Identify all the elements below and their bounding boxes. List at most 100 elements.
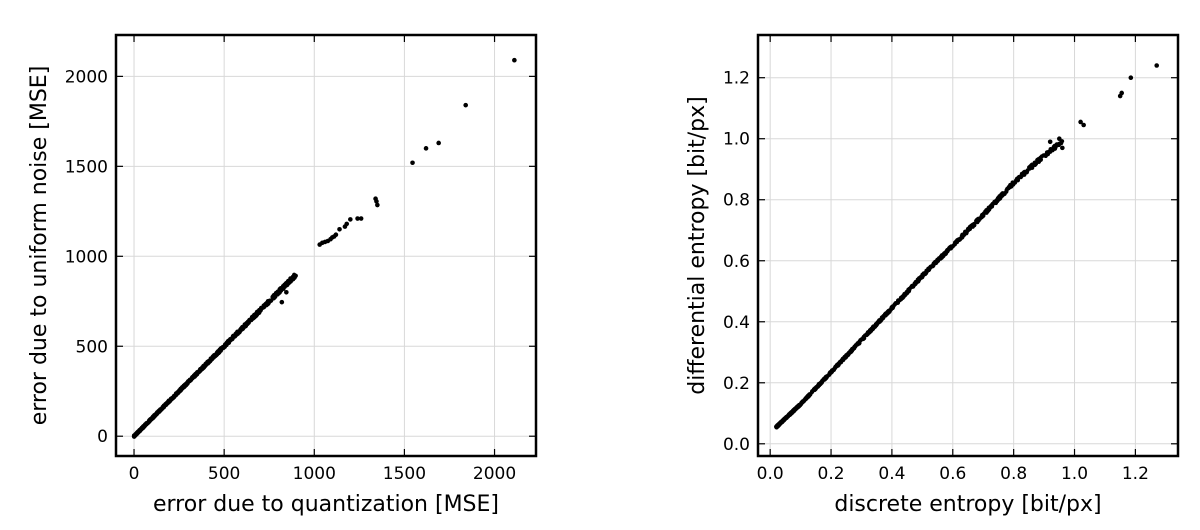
right-data-point — [995, 199, 1000, 204]
left-grid — [116, 35, 536, 456]
right-data-point — [938, 255, 943, 260]
left-x-tick-label: 2000 — [473, 464, 516, 484]
right-data-point — [980, 214, 985, 219]
left-x-axis-label: error due to quantization [MSE] — [153, 492, 499, 517]
right-data-point — [816, 382, 821, 387]
right-data-point — [988, 203, 993, 209]
left-data-point — [163, 402, 168, 407]
left-data-point — [170, 395, 176, 400]
left-data-point — [231, 333, 236, 339]
right-data-point — [1014, 178, 1019, 183]
right-points — [774, 63, 1159, 430]
right-data-point — [777, 421, 782, 426]
right-data-point — [880, 316, 885, 321]
right-data-point — [964, 231, 969, 236]
right-data-point — [1027, 166, 1032, 171]
right-x-tick-label: 0.6 — [939, 464, 966, 484]
right-data-point — [960, 232, 965, 237]
right-y-tick-label: 1.0 — [723, 130, 750, 150]
left-data-point — [410, 160, 415, 166]
right-data-point — [820, 378, 825, 384]
right-data-point — [955, 238, 960, 243]
left-data-point — [283, 281, 288, 286]
left-data-point — [185, 380, 190, 385]
right-y-tick-label: 0.0 — [723, 435, 750, 455]
right-data-point — [774, 424, 779, 430]
right-data-point — [971, 222, 976, 227]
right-data-point — [781, 418, 786, 423]
right-data-point — [887, 308, 892, 313]
left-data-point — [138, 428, 143, 433]
right-data-point — [996, 195, 1001, 200]
left-points — [131, 57, 517, 439]
right-data-point — [852, 344, 857, 350]
left-y-tick-label: 1500 — [65, 157, 108, 177]
left-data-point — [280, 286, 285, 291]
left-data-point — [150, 415, 155, 420]
right-data-point — [910, 284, 916, 289]
right-x-tick-label: 1.0 — [1061, 464, 1088, 484]
right-data-point — [847, 350, 852, 355]
left-data-point — [253, 313, 258, 319]
right-ticks: 0.0 0.2 0.4 0.6 0.8 1.0 1.2 0.0 0.2 0.4 0.6 0.8 1.0 1… — [723, 35, 1178, 484]
left-data-point — [374, 199, 379, 204]
right-data-point — [1057, 141, 1062, 146]
left-data-point — [337, 227, 342, 232]
left-data-point — [177, 388, 182, 394]
left-data-point — [198, 366, 203, 372]
left-x-tick-label: 500 — [208, 464, 240, 484]
left-data-point — [203, 363, 209, 368]
left-scatter-panel: 0 500 1000 1500 2000 0 500 1000 1500 2000 error d… — [27, 33, 538, 517]
left-data-point — [132, 434, 137, 439]
right-data-point — [932, 260, 937, 266]
left-x-tick-label: 0 — [129, 464, 140, 484]
right-data-point — [946, 247, 952, 252]
right-data-point — [985, 208, 990, 213]
right-data-point — [858, 338, 863, 343]
left-data-point — [216, 350, 221, 355]
left-y-axis-label: error due to uniform noise [MSE] — [27, 66, 52, 426]
right-data-point — [1081, 122, 1086, 128]
left-data-point — [358, 216, 364, 221]
right-data-point — [927, 265, 933, 270]
left-ticks: 0 500 1000 1500 2000 0 500 1000 1500 2000 — [65, 35, 536, 484]
right-data-point — [923, 271, 929, 276]
left-y-tick-label: 1000 — [65, 247, 108, 267]
right-data-point — [1078, 119, 1083, 125]
right-data-point — [1057, 136, 1062, 142]
left-data-point — [423, 146, 429, 151]
left-data-point — [463, 102, 468, 108]
right-data-point — [1154, 63, 1159, 68]
left-data-point — [344, 221, 350, 227]
right-grid — [758, 35, 1178, 456]
right-data-point — [1021, 170, 1026, 175]
right-data-point — [873, 322, 879, 327]
left-data-point — [236, 330, 241, 335]
right-data-point — [1053, 144, 1058, 149]
right-data-point — [786, 412, 791, 417]
right-x-axis-label: discrete entropy [bit/px] — [834, 492, 1101, 517]
right-data-point — [829, 369, 835, 375]
right-data-point — [975, 217, 980, 223]
right-data-point — [865, 331, 871, 336]
left-data-point — [193, 372, 198, 377]
left-data-point — [375, 202, 380, 208]
right-x-tick-label: 0.2 — [818, 464, 845, 484]
right-data-point — [916, 277, 921, 282]
right-y-tick-label: 0.8 — [723, 191, 750, 211]
left-data-point — [222, 344, 227, 350]
left-x-tick-label: 1500 — [383, 464, 426, 484]
right-data-point — [902, 293, 908, 298]
left-data-point — [291, 277, 296, 282]
right-data-point — [799, 400, 804, 405]
left-data-point — [279, 299, 285, 305]
left-data-point — [348, 217, 353, 222]
left-y-tick-label: 2000 — [65, 67, 108, 87]
right-data-point — [809, 389, 815, 395]
left-y-tick-label: 500 — [76, 337, 108, 357]
right-data-point — [870, 327, 875, 332]
left-data-point — [355, 216, 360, 221]
left-data-point — [257, 307, 262, 313]
right-data-point — [904, 289, 909, 295]
